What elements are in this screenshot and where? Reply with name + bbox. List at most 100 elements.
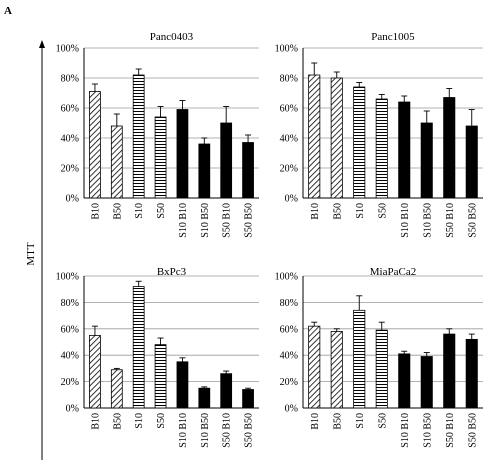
y-tick-label: 60% <box>61 324 79 335</box>
x-tick-label: B50 <box>112 203 123 220</box>
x-tick-label: S50 B50 <box>467 413 478 448</box>
x-tick-label: S10 <box>355 413 366 429</box>
y-tick-label: 0% <box>66 404 79 415</box>
bar-b50 <box>110 369 123 409</box>
chart-panel-3: BxPc3 0% 20% 40% 60% 80% 100% B10 B50 S10 S50 S10 B… <box>56 266 259 448</box>
bar-s50-b50 <box>242 142 254 199</box>
y-tick-label: 40% <box>280 351 298 362</box>
bar-s10 <box>353 309 366 409</box>
x-tick-label: S10 <box>134 203 145 219</box>
y-tick-label: 80% <box>61 298 79 309</box>
y-tick-label: 80% <box>280 298 298 309</box>
x-tick-label: B10 <box>310 413 321 430</box>
bar-s10 <box>132 286 145 409</box>
bar-b10 <box>308 74 321 199</box>
chart-title: MiaPaCa2 <box>370 266 416 278</box>
bar-b50 <box>330 77 343 199</box>
x-tick-label: S50 <box>156 203 167 219</box>
x-tick-label: S10 <box>355 203 366 219</box>
x-tick-label: S50 B10 <box>222 413 233 448</box>
x-tick-label: B50 <box>332 203 343 220</box>
chart-panel-1: Panc0403 0% 20% 40% 60% 80% 100% B10 B50 S10 S50 S1… <box>56 31 259 238</box>
bar-s10 <box>132 74 145 199</box>
chart-title: BxPc3 <box>157 266 187 278</box>
y-tick-label: 60% <box>280 324 298 335</box>
bar-s50-b50 <box>465 125 478 199</box>
y-tick-label: 100% <box>56 44 79 55</box>
bar-s50-b50 <box>242 389 254 409</box>
x-tick-label: S50 B50 <box>244 203 255 238</box>
bar-s10-b10 <box>398 353 411 409</box>
bar-s10-b10 <box>176 109 189 199</box>
y-tick-label: 0% <box>285 194 298 205</box>
x-tick-label: S10 B50 <box>422 203 433 238</box>
x-tick-label: S50 <box>377 203 388 219</box>
x-tick-label: S50 <box>156 413 167 429</box>
shared-axis-arrowhead <box>39 40 45 48</box>
figure-label: A <box>4 5 12 17</box>
x-tick-label: S50 B50 <box>244 413 255 448</box>
x-tick-label: B10 <box>90 203 101 220</box>
y-tick-label: 60% <box>61 104 79 115</box>
y-tick-label: 100% <box>56 272 79 283</box>
x-tick-label: S10 B50 <box>200 413 211 448</box>
bar-s50 <box>375 329 388 409</box>
bar-s10-b50 <box>420 356 433 409</box>
bar-s50-b10 <box>443 97 456 199</box>
y-tick-label: 20% <box>61 377 79 388</box>
bar-s50 <box>375 98 388 199</box>
y-tick-label: 80% <box>61 74 79 85</box>
x-tick-label: S10 <box>134 413 145 429</box>
chart-panel-2: Panc1005 0% 20% 40% 60% 80% 100% B10 B50 S10 S50 S1… <box>275 31 483 238</box>
bar-s50 <box>154 116 167 199</box>
x-tick-label: B50 <box>332 413 343 430</box>
y-tick-label: 60% <box>280 104 298 115</box>
bar-s10-b50 <box>198 143 211 199</box>
x-tick-label: S50 B10 <box>222 203 233 238</box>
y-tick-label: 20% <box>280 377 298 388</box>
x-tick-label: S50 B10 <box>445 413 456 448</box>
chart-title: Panc1005 <box>371 31 415 43</box>
bar-b10 <box>89 91 101 199</box>
x-tick-label: S50 B50 <box>467 203 478 238</box>
bar-s50 <box>154 344 167 409</box>
y-tick-label: 0% <box>66 194 79 205</box>
x-tick-label: B10 <box>90 413 101 430</box>
y-tick-label: 40% <box>280 134 298 145</box>
y-tick-label: 20% <box>61 164 79 175</box>
chart-panel-4: MiaPaCa2 0% 20% 40% 60% 80% 100% B10 B50 S10 S50 S1… <box>275 266 483 448</box>
y-tick-label: 40% <box>61 134 79 145</box>
bar-b10 <box>308 325 321 409</box>
y-tick-label: 40% <box>61 351 79 362</box>
x-tick-label: S10 B50 <box>422 413 433 448</box>
shared-y-axis: MTT <box>25 40 45 460</box>
bar-b10 <box>89 334 101 409</box>
x-tick-label: B50 <box>112 413 123 430</box>
bar-b50 <box>110 125 123 199</box>
y-tick-label: 0% <box>285 404 298 415</box>
bar-s10-b50 <box>198 387 211 409</box>
bar-s10-b50 <box>420 122 433 199</box>
x-tick-label: S10 B10 <box>400 413 411 448</box>
x-tick-label: S10 B10 <box>400 203 411 238</box>
bar-b50 <box>330 331 343 409</box>
y-tick-label: 20% <box>280 164 298 175</box>
x-tick-label: S50 <box>377 413 388 429</box>
shared-ylabel: MTT <box>25 242 37 266</box>
chart-title: Panc0403 <box>150 31 194 43</box>
bar-s50-b10 <box>443 333 456 409</box>
x-tick-label: S10 B10 <box>178 203 189 238</box>
bar-s10-b10 <box>176 361 189 409</box>
x-tick-label: S50 B10 <box>445 203 456 238</box>
y-tick-label: 100% <box>275 272 298 283</box>
bar-s50-b50 <box>465 338 478 409</box>
x-tick-label: S10 B50 <box>200 203 211 238</box>
bar-s10 <box>353 86 366 199</box>
x-tick-label: S10 B10 <box>178 413 189 448</box>
bar-s10-b10 <box>398 101 411 199</box>
y-tick-label: 80% <box>280 74 298 85</box>
bar-s50-b10 <box>220 122 233 199</box>
x-tick-label: B10 <box>310 203 321 220</box>
bar-s50-b10 <box>220 373 233 409</box>
